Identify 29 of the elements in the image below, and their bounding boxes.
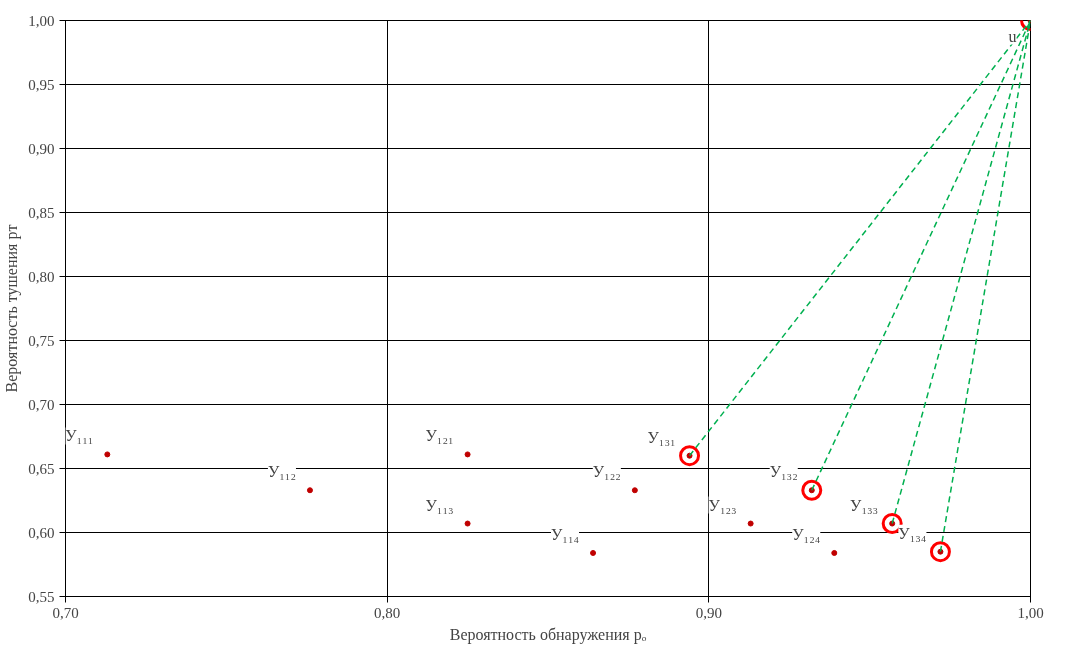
annotation: У₁₂₁ [425, 427, 454, 445]
x-axis-title: Вероятность обнаружения pₒ [449, 625, 647, 644]
annotation: У₁₂₄ [792, 525, 821, 543]
y-tick-label: 0,90 [28, 140, 55, 157]
annotation: У₁₁₂ [267, 463, 296, 481]
annotation: У₁₃₄ [898, 524, 927, 542]
y-tick-label: 0,55 [28, 588, 55, 605]
y-tick-label: 0,60 [28, 524, 55, 541]
y-tick-label: 0,85 [28, 204, 55, 221]
x-tick-label: 0,90 [695, 604, 722, 621]
annotation: У₁₁₄ [550, 525, 580, 543]
y-tick-label: 0,65 [28, 460, 55, 477]
x-tick-label: 0,70 [52, 604, 79, 621]
annotation: u [1008, 27, 1017, 45]
y-tick-label: 0,75 [28, 332, 55, 349]
annotation: У₁₃₁ [647, 428, 676, 446]
annotation: У₁₃₃ [850, 496, 879, 514]
y-tick-label: 1,00 [28, 12, 55, 29]
annotation: У₁₁₁ [65, 427, 94, 445]
y-tick-label: 0,70 [28, 396, 55, 413]
x-tick-label: 1,00 [1017, 604, 1044, 621]
annotation: У₁₂₃ [708, 496, 737, 514]
annotation: У₁₂₂ [592, 463, 621, 481]
y-axis-title: Вероятность тушения pт [3, 224, 22, 393]
annotation: У₁₁₃ [425, 496, 454, 514]
annotation: У₁₃₂ [769, 463, 798, 481]
y-tick-label: 0,80 [28, 268, 55, 285]
x-tick-label: 0,80 [374, 604, 401, 621]
y-tick-label: 0,95 [28, 76, 55, 93]
